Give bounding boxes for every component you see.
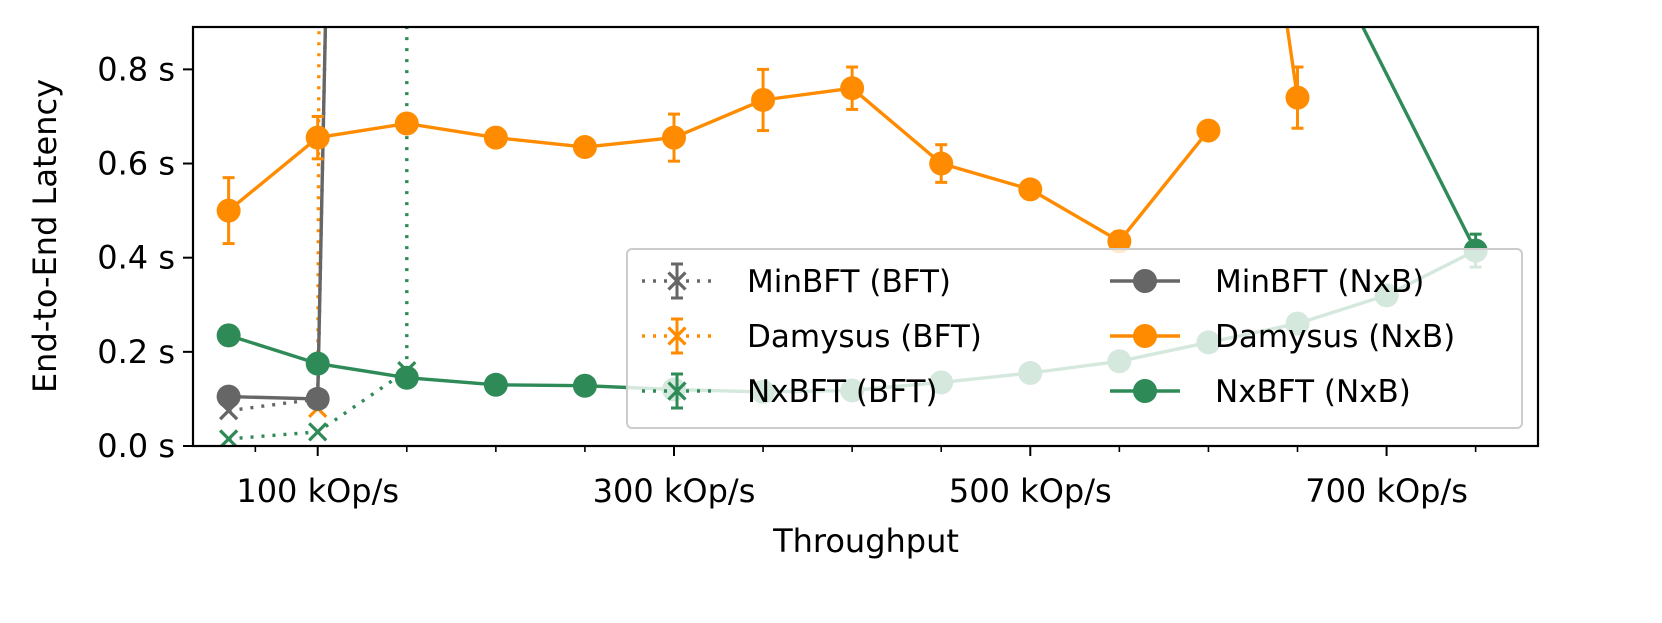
data-point xyxy=(840,76,865,101)
y-axis-label: End-to-End Latency xyxy=(26,79,64,393)
legend-swatch-marker xyxy=(1133,269,1157,293)
data-point xyxy=(751,87,776,112)
data-point xyxy=(572,373,597,398)
data-point xyxy=(305,125,330,150)
series-line-tail xyxy=(1360,27,1478,252)
y-tick-label: 0.0 s xyxy=(97,427,175,465)
y-tick-label: 0.4 s xyxy=(97,239,175,277)
legend-label: MinBFT (BFT) xyxy=(747,264,951,300)
y-tick-label: 0.2 s xyxy=(97,333,175,371)
legend-label: NxBFT (NxB) xyxy=(1215,374,1411,410)
y-axis: 0.0 s 0.2 s 0.4 s 0.6 s 0.8 s xyxy=(97,50,193,465)
x-axis: 100 kOp/s 300 kOp/s 500 kOp/s 700 kOp/s xyxy=(236,446,1477,510)
x-tick-label: 700 kOp/s xyxy=(1305,472,1468,510)
data-point xyxy=(305,386,330,411)
series-minbft-nxb xyxy=(216,27,330,411)
data-point xyxy=(1196,118,1221,143)
x-tick-label: 100 kOp/s xyxy=(236,472,399,510)
series-line xyxy=(226,86,1211,243)
legend-label: NxBFT (BFT) xyxy=(747,374,938,410)
data-point xyxy=(218,429,239,446)
data-point xyxy=(216,198,241,223)
legend-swatch-marker xyxy=(667,326,687,346)
data-point xyxy=(1107,229,1132,254)
legend-label: Damysus (NxB) xyxy=(1215,319,1455,355)
data-point xyxy=(1018,177,1043,202)
legend-item-damysus-nxb: Damysus (NxB) xyxy=(1110,319,1455,355)
series-line xyxy=(1285,27,1300,100)
data-point xyxy=(483,125,508,150)
legend-swatch-marker xyxy=(1133,324,1157,348)
legend-item-minbft-nxb: MinBFT (NxB) xyxy=(1110,264,1424,300)
data-point xyxy=(572,135,597,160)
data-point xyxy=(394,365,419,390)
data-point xyxy=(394,111,419,136)
legend-item-nxbft-nxb: NxBFT (NxB) xyxy=(1110,374,1411,410)
data-point xyxy=(216,384,241,409)
data-point xyxy=(661,125,686,150)
legend-label: Damysus (BFT) xyxy=(747,319,982,355)
x-tick-label: 300 kOp/s xyxy=(593,472,756,510)
legend-swatch-marker xyxy=(1133,379,1157,403)
data-point xyxy=(216,323,241,348)
legend-box xyxy=(626,248,1523,429)
legend-swatch-marker xyxy=(667,271,687,291)
data-point xyxy=(929,151,954,176)
legend-label: MinBFT (NxB) xyxy=(1215,264,1424,300)
legend-item-nxbft-bft: NxBFT (BFT) xyxy=(642,372,938,410)
x-tick-label: 500 kOp/s xyxy=(949,472,1112,510)
series-damysus-nxb xyxy=(216,27,1310,254)
data-point xyxy=(308,422,328,442)
x-axis-label: Throughput xyxy=(772,522,959,560)
legend-swatch-marker xyxy=(667,381,687,401)
data-point xyxy=(305,351,330,376)
legend-item-damysus-bft: Damysus (BFT) xyxy=(642,317,982,355)
data-point xyxy=(483,372,508,397)
y-tick-label: 0.6 s xyxy=(97,145,175,183)
y-tick-label: 0.8 s xyxy=(97,50,175,88)
data-point xyxy=(1285,85,1310,110)
plot-frame xyxy=(191,25,1540,448)
legend-item-minbft-bft: MinBFT (BFT) xyxy=(642,262,951,300)
legend: MinBFT (BFT) Damysus (BFT) NxBFT (BFT) MinB… xyxy=(626,248,1523,429)
